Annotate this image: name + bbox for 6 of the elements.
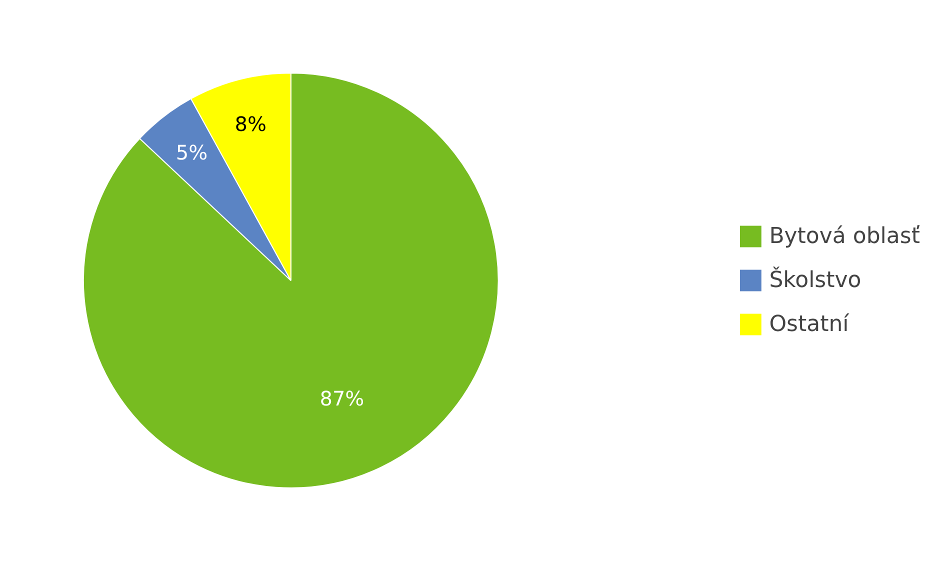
legend-label: Ostatní (769, 312, 849, 336)
legend-label: Školstvo (769, 268, 862, 292)
data-label: 87% (320, 386, 364, 411)
legend-label: Bytová oblasť (769, 224, 920, 248)
data-label: 5% (176, 140, 208, 165)
data-label: 8% (234, 112, 267, 136)
